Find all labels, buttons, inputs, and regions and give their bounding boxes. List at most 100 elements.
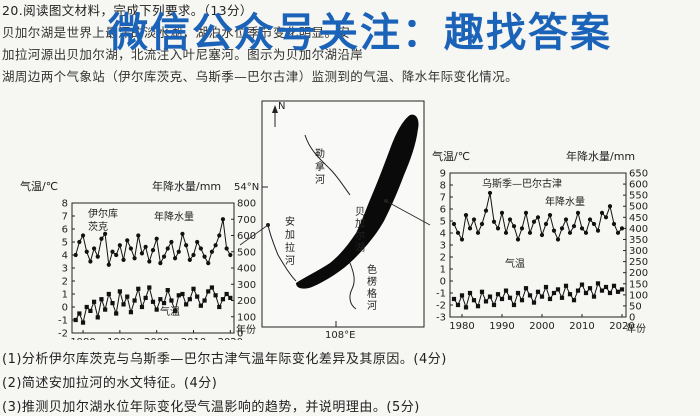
right-y-tick-label: 0 xyxy=(440,277,446,288)
right-temp-point xyxy=(615,289,621,294)
right-temp-point xyxy=(531,300,537,305)
left-precip-point xyxy=(136,233,141,238)
left-precip-axis-label: 年降水量/mm xyxy=(152,179,221,193)
left-temp-point xyxy=(158,297,163,302)
right-precip-point xyxy=(535,215,541,220)
left-precip-point xyxy=(88,259,93,264)
right-x-tick-label: 1990 xyxy=(489,321,514,332)
map-selenga-char: 格 xyxy=(367,287,377,300)
right-precip-axis-label: 年降水量/mm xyxy=(566,149,635,163)
right-precip-point xyxy=(563,217,569,222)
lon-label: 108°E xyxy=(325,330,355,340)
right-temp-point xyxy=(603,284,609,290)
map-lake-char: 湖 xyxy=(355,242,365,254)
left-precip-point xyxy=(187,257,192,262)
map-selenga-char: 色 xyxy=(367,263,377,276)
left-temp-point xyxy=(198,303,203,308)
right-precip-point xyxy=(615,230,621,235)
left-temp-point xyxy=(191,286,196,291)
right-temp-point xyxy=(539,294,545,299)
left-precip-point xyxy=(209,249,215,254)
right-precip-point xyxy=(551,228,557,233)
right-temp-point xyxy=(483,299,489,304)
left-y2-tick-label: 0 xyxy=(237,329,243,340)
right-y-tick-label: -3 xyxy=(436,313,446,324)
left-precip-point xyxy=(73,252,78,258)
right-precip-point xyxy=(579,226,585,231)
right-temp-point xyxy=(515,290,521,296)
left-x-axis-label: 年份 xyxy=(236,323,256,336)
left-y-tick-label: 0 xyxy=(62,303,68,314)
right-x-tick-label: 2020 xyxy=(609,321,634,332)
right-precip-point xyxy=(539,232,545,238)
right-y2-tick-label: 650 xyxy=(629,169,648,180)
right-temp-point xyxy=(495,292,501,297)
right-precip-point xyxy=(575,210,581,215)
left-precip-point xyxy=(106,262,111,267)
right-x-tick-label: 2000 xyxy=(529,321,554,332)
right-precip-point xyxy=(607,204,613,209)
left-precip-point xyxy=(198,246,203,251)
right-precip-point xyxy=(531,219,537,224)
left-y-tick-label: 2 xyxy=(62,277,68,288)
right-y-tick-label: 5 xyxy=(440,217,446,228)
left-precip-point xyxy=(220,217,226,222)
right-precip-point xyxy=(479,221,485,227)
left-temp-legend: 气温 xyxy=(160,305,180,318)
right-plot-frame xyxy=(449,172,627,318)
right-temp-point xyxy=(511,302,517,308)
lat-label: 54°N xyxy=(234,182,259,193)
left-precip-point xyxy=(77,239,82,245)
right-temp-point xyxy=(491,302,497,308)
map-lake-label: 贝加尔湖 xyxy=(355,206,365,254)
right-temp-point xyxy=(459,293,465,298)
right-temp-point xyxy=(575,288,581,293)
left-temp-point xyxy=(121,302,126,307)
right-y2-tick-label: 400 xyxy=(629,224,648,235)
left-y-tick-label: 7 xyxy=(62,212,68,223)
question-header: 20.阅读图文材料，完成下列要求。（13分） xyxy=(2,3,253,18)
left-temp-point xyxy=(169,298,174,303)
left-precip-point xyxy=(143,244,148,249)
right-precip-point xyxy=(503,230,509,235)
right-temp-point xyxy=(607,290,613,296)
left-precip-point xyxy=(114,252,119,258)
left-precip-point xyxy=(184,243,189,248)
right-y2-tick-label: 350 xyxy=(629,235,648,246)
left-y-tick-label: -1 xyxy=(58,316,68,327)
right-temp-point xyxy=(559,295,565,300)
right-precip-legend: 年降水量 xyxy=(545,195,585,208)
left-temp-point xyxy=(143,295,148,300)
left-precip-point xyxy=(150,248,156,253)
left-temp-point xyxy=(117,289,122,294)
angara-river xyxy=(267,224,297,282)
right-precip-point xyxy=(611,221,617,227)
left-x-tick-label: 1990 xyxy=(107,337,132,340)
map-angara-label: 安加拉河 xyxy=(285,215,295,267)
right-temp-point xyxy=(611,283,617,288)
left-station-line1: 伊尔库 xyxy=(88,207,118,220)
left-y-tick-label: 3 xyxy=(62,264,68,275)
right-station-label: 乌斯季—巴尔古津 xyxy=(482,177,562,190)
left-precip-point xyxy=(213,243,218,248)
right-temp-point xyxy=(451,296,457,302)
left-precip-point xyxy=(191,252,196,258)
right-precip-point xyxy=(475,230,481,235)
right-temp-point xyxy=(567,292,573,297)
left-y2-tick-label: 100 xyxy=(237,312,256,323)
right-y2-tick-label: 150 xyxy=(629,279,648,290)
map-lena-char: 勒 xyxy=(315,147,325,160)
left-temp-point xyxy=(224,291,229,297)
selenga-river xyxy=(349,262,357,310)
right-y-tick-label: 4 xyxy=(440,229,446,240)
left-precip-point xyxy=(128,246,134,251)
left-y2-tick-label: 300 xyxy=(237,280,256,291)
left-temp-point xyxy=(103,307,108,312)
left-temp-point xyxy=(150,299,156,304)
right-temp-point xyxy=(519,298,525,303)
right-y-tick-label: 2 xyxy=(440,253,446,264)
left-y-tick-label: 5 xyxy=(62,238,68,249)
right-y2-tick-label: 0 xyxy=(629,313,635,324)
